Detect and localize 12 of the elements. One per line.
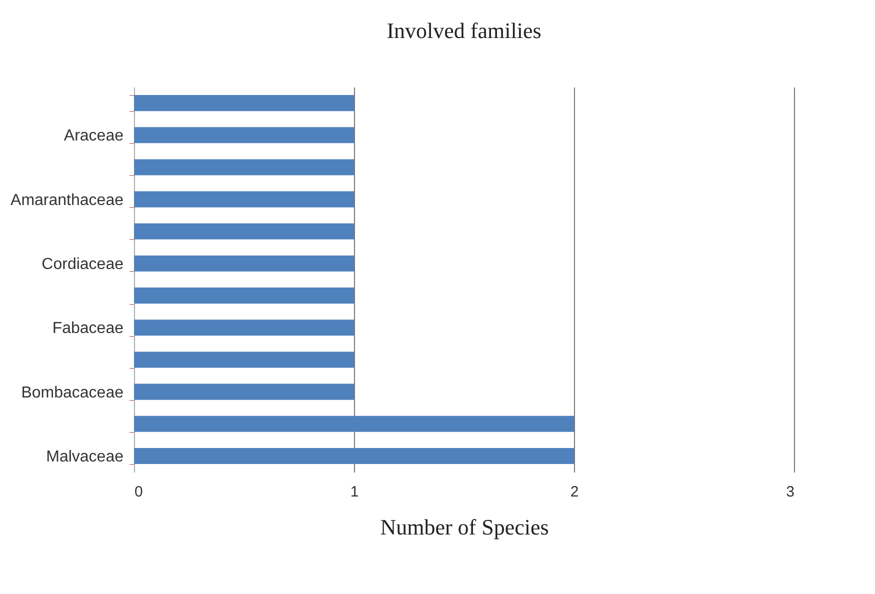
x-tick-label: 0 [134,484,143,500]
y-tick-label: Araceae [64,128,124,145]
x-tick-label: 2 [570,484,579,500]
x-axis-title: Number of Species [380,514,549,540]
y-tick-label: Malvaceae [46,448,124,466]
x-tick-label: 3 [786,484,794,500]
y-tick-label: Amaranthaceae [10,192,124,209]
y-tick-label: Fabaceae [52,320,124,338]
y-tick-label: Cordiaceae [42,256,124,273]
x-tick-label: 1 [350,484,359,500]
y-tick-label: Bombacaceae [21,384,124,402]
chart-title: Involved families [386,18,542,43]
